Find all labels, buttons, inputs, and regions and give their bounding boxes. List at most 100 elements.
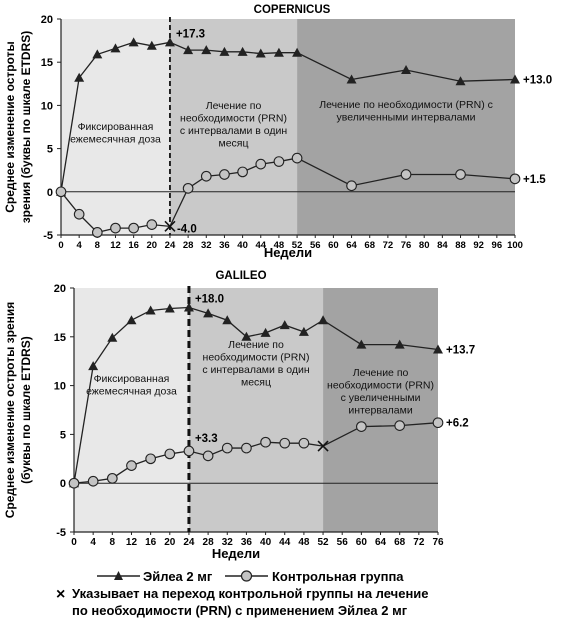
control-point — [126, 460, 137, 471]
x-tick-label: 4 — [77, 240, 83, 251]
eylea-point — [255, 48, 266, 58]
x-tick-label: 68 — [364, 240, 375, 251]
control-point — [146, 219, 158, 230]
x-tick-label: 44 — [255, 240, 266, 251]
phase-background — [74, 288, 189, 532]
chart-title: GALILEO — [215, 270, 266, 282]
control-point — [68, 477, 80, 489]
phase-label-line: ежемесячная доза — [86, 386, 177, 398]
legend-eylea-label: Эйлеа 2 мг — [143, 569, 213, 584]
y-tick-label: 0 — [47, 187, 53, 199]
x-tick-label: 48 — [298, 537, 310, 548]
control-point — [273, 156, 285, 167]
control-point — [509, 173, 521, 185]
x-tick-label: 32 — [222, 537, 234, 548]
x-tick-label: 52 — [292, 240, 303, 251]
eylea-point — [318, 315, 329, 325]
phase-label-line: Лечение по необходимости (PRN) с — [319, 99, 493, 111]
control-point — [221, 442, 233, 454]
legend-control-label: Контрольная группа — [272, 569, 404, 584]
y-axis-label-line2: зрения (буквы по шкале ETDRS) — [19, 31, 33, 224]
x-tick-label: 80 — [419, 240, 430, 251]
legend-note-line1: Указывает на переход контрольной группы … — [72, 586, 429, 601]
x-tick-label: 92 — [473, 240, 484, 251]
control-point — [87, 475, 99, 487]
eylea-point — [128, 37, 139, 47]
triangle-marker-icon — [114, 571, 123, 580]
phase-label: Лечение по необходимости (PRN) с интервала… — [202, 339, 310, 389]
x-tick-label: 0 — [58, 240, 63, 251]
eylea-point — [183, 45, 194, 55]
x-tick-label: 16 — [145, 537, 157, 548]
phase-label-line: месяц — [219, 138, 249, 150]
phase-label: Лечение по необходимости (PRN) с интервала… — [180, 100, 288, 150]
eylea-point — [222, 315, 233, 325]
x-tick-label: 40 — [260, 537, 272, 548]
control-point — [145, 453, 156, 465]
phase-label-line: с увеличенными — [341, 392, 421, 404]
control-point — [260, 436, 271, 448]
phase-label-line: увеличенными интервалами — [337, 112, 476, 124]
annotation-label: +13.7 — [446, 344, 475, 356]
eylea-point — [183, 302, 194, 312]
eylea-point — [126, 315, 137, 325]
x-tick-label: 68 — [394, 537, 406, 548]
phase-label-line: Фиксированная — [94, 373, 170, 385]
x-tick-label: 36 — [241, 537, 253, 548]
x-tick-label: 64 — [346, 240, 357, 251]
eylea-point — [203, 308, 214, 318]
annotation-label: +18.0 — [195, 294, 224, 306]
eylea-point — [146, 40, 157, 50]
eylea-point — [356, 339, 367, 349]
y-tick-label: 10 — [54, 381, 66, 393]
x-tick-label: 16 — [128, 240, 139, 251]
phase-label-line: интервалами — [348, 405, 413, 417]
phase-background — [323, 288, 438, 532]
legend-control: Контрольная группа — [225, 569, 404, 584]
y-tick-label: 5 — [47, 144, 53, 156]
control-point — [73, 208, 85, 220]
x-tick-label: 96 — [492, 240, 503, 251]
x-tick-label: 60 — [328, 240, 339, 251]
eylea-point — [433, 344, 443, 354]
chart-copernicus: Фиксированная ежемесячная доза Лечение по н… — [3, 4, 552, 260]
eylea-point — [241, 331, 252, 341]
control-point — [400, 169, 412, 180]
eylea-point — [110, 43, 121, 53]
x-tick-label: 20 — [164, 537, 176, 548]
control-point — [128, 222, 139, 234]
phase-background — [61, 19, 170, 235]
eylea-point — [279, 320, 290, 330]
control-point — [106, 472, 118, 484]
control-point — [202, 450, 214, 462]
control-point — [219, 169, 230, 180]
control-point — [182, 182, 194, 194]
y-tick-label: 0 — [60, 478, 66, 490]
eylea-point — [298, 326, 309, 336]
annotation-label: -4.0 — [177, 223, 197, 235]
eylea-point — [260, 327, 271, 337]
control-point — [394, 420, 406, 431]
eylea-point — [107, 332, 118, 342]
x-tick-label: 12 — [126, 537, 138, 548]
eylea-point — [455, 76, 466, 86]
control-point — [183, 445, 195, 457]
control-point — [110, 222, 121, 234]
legend-eylea: Эйлеа 2 мг — [97, 569, 213, 584]
x-tick-label: 84 — [437, 240, 448, 251]
x-tick-label: 0 — [71, 537, 77, 548]
x-tick-label: 36 — [219, 240, 230, 251]
phase-label-line: необходимости (PRN) — [180, 113, 287, 125]
eylea-point — [164, 37, 175, 47]
control-point — [455, 169, 466, 180]
y-axis-label-line1: Среднее изменение остроты зрения — [3, 302, 17, 519]
x-tick-label: 100 — [507, 240, 523, 251]
legend-note-line2: по необходимости (PRN) с применением Эйл… — [72, 603, 408, 618]
crossover-x-icon: × — [56, 586, 65, 603]
phase-background — [297, 19, 515, 235]
eylea-point — [237, 46, 248, 56]
control-point — [346, 180, 357, 192]
x-tick-label: 8 — [95, 240, 100, 251]
eylea-point — [164, 303, 175, 313]
